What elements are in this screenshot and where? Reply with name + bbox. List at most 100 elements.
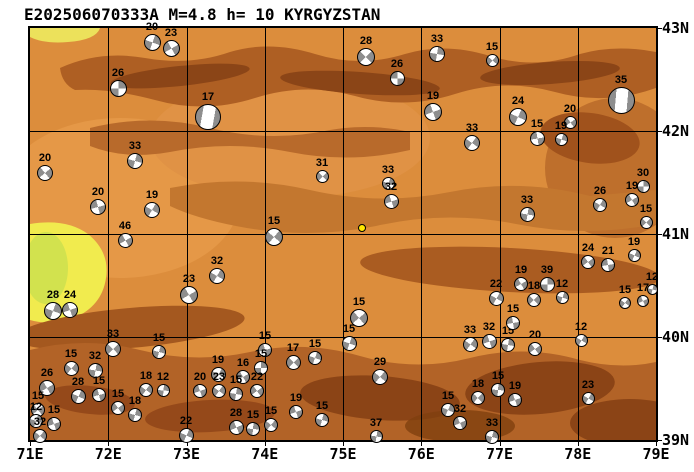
focal-mechanism-beachball — [143, 33, 161, 51]
focal-mechanism-beachball — [285, 354, 301, 370]
beachball-label: 35 — [614, 73, 628, 86]
focal-mechanism-beachball — [581, 255, 595, 269]
beachball-label: 22 — [489, 277, 503, 290]
focal-mechanism-beachball — [619, 297, 631, 309]
focal-mechanism-beachball — [529, 130, 545, 146]
focal-mechanism-beachball — [639, 215, 653, 229]
grid-line — [30, 234, 656, 235]
beachball-label: 33 — [381, 163, 395, 176]
beachball-label: 20 — [145, 20, 159, 33]
beachball-label: 28 — [359, 35, 373, 47]
focal-mechanism-beachball — [488, 290, 504, 306]
focal-mechanism-beachball — [501, 338, 515, 352]
beachball-label: 15 — [618, 284, 632, 296]
beachball-label: 29 — [373, 356, 387, 368]
beachball-label: 26 — [40, 367, 54, 379]
focal-mechanism-beachball — [481, 333, 497, 349]
beachball-label: 15 — [530, 117, 544, 130]
y-axis-label: 41N — [662, 225, 690, 243]
focal-mechanism-beachball — [424, 103, 442, 121]
focal-mechanism-beachball — [156, 383, 170, 397]
focal-mechanism-beachball — [246, 422, 260, 436]
focal-mechanism-beachball — [607, 86, 635, 114]
x-axis-label: 72E — [94, 445, 122, 463]
focal-mechanism-beachball — [33, 429, 47, 443]
beachball-label: 19 — [289, 392, 303, 404]
focal-mechanism-beachball — [209, 268, 225, 284]
beachball-label: 24 — [581, 242, 595, 254]
beachball-label: 15 — [308, 338, 322, 350]
beachball-label: 28 — [71, 375, 85, 388]
beachball-label: 15 — [254, 348, 268, 360]
beachball-label: 19 — [554, 119, 568, 132]
focal-mechanism-beachball — [111, 401, 125, 415]
beachball-label: 18 — [527, 280, 541, 292]
beachball-label: 32 — [33, 416, 47, 428]
beachball-label: 26 — [390, 57, 404, 70]
focal-mechanism-beachball — [464, 135, 480, 151]
beachball-label: 31 — [315, 156, 329, 169]
focal-mechanism-beachball — [117, 232, 133, 248]
axis-tick — [658, 131, 662, 132]
beachball-label: 15 — [352, 296, 366, 308]
beachball-label: 20 — [528, 329, 542, 341]
beachball-label: 26 — [111, 66, 125, 79]
focal-mechanism-beachball — [369, 429, 383, 443]
focal-mechanism-beachball — [289, 405, 303, 419]
axis-tick — [658, 28, 662, 29]
focal-mechanism-beachball — [372, 369, 388, 385]
axis-tick — [656, 442, 657, 446]
beachball-label: 17 — [201, 91, 215, 103]
beachball-label: 33 — [430, 33, 444, 45]
map-area: 20 23 26 17 28 26 33 15 19 24 20 35 33 15 19 20 33 20 19 46… — [28, 21, 659, 444]
beachball-label: 28 — [46, 289, 60, 301]
focal-mechanism-beachball — [581, 391, 595, 405]
focal-mechanism-beachball — [265, 228, 283, 246]
focal-mechanism-beachball — [528, 342, 542, 356]
grid-line — [30, 131, 656, 132]
beachball-label: 15 — [92, 375, 106, 387]
beachball-label: 18 — [471, 378, 485, 390]
beachball-label: 15 — [315, 400, 329, 412]
focal-mechanism-beachball — [315, 413, 329, 427]
focal-mechanism-beachball — [236, 370, 250, 384]
beachball-label: 23 — [581, 378, 595, 391]
beachball-label: 12 — [645, 270, 659, 283]
focal-mechanism-beachball — [554, 132, 568, 146]
focal-mechanism-beachball — [625, 193, 639, 207]
beachball-label: 17 — [286, 341, 300, 354]
focal-mechanism-beachball — [193, 384, 207, 398]
beachball-label: 15 — [31, 390, 45, 402]
focal-mechanism-beachball — [39, 380, 55, 396]
focal-mechanism-beachball — [44, 302, 62, 320]
beachball-label: 33 — [106, 328, 120, 340]
beachball-label: 39 — [540, 263, 554, 276]
focal-mechanism-beachball — [627, 248, 641, 262]
focal-mechanism-beachball — [228, 419, 244, 435]
focal-mechanism-beachball — [357, 48, 375, 66]
beachball-label: 32 — [384, 180, 398, 193]
beachball-label: 46 — [118, 219, 132, 232]
focal-mechanism-beachball — [539, 276, 555, 292]
beachball-layer: 20 23 26 17 28 26 33 15 19 24 20 35 33 15 19 20 33 20 19 46… — [29, 21, 659, 444]
focal-mechanism-beachball — [593, 198, 607, 212]
focal-mechanism-beachball — [636, 179, 650, 193]
focal-mechanism-beachball — [453, 416, 467, 430]
focal-mechanism-beachball — [92, 388, 106, 402]
beachball-label: 32 — [210, 255, 224, 267]
focal-mechanism-beachball — [471, 391, 485, 405]
focal-mechanism-beachball — [180, 286, 198, 304]
beachball-label: 15 — [506, 303, 520, 315]
beachball-label: 15 — [152, 332, 166, 344]
beachball-label: 18 — [128, 395, 142, 407]
beachball-label: 15 — [342, 322, 356, 335]
focal-mechanism-beachball — [429, 46, 445, 62]
beachball-label: 32 — [88, 349, 102, 362]
beachball-label: 24 — [511, 95, 525, 107]
beachball-label: 15 — [64, 347, 78, 360]
focal-mechanism-beachball — [637, 295, 649, 307]
y-axis-label: 39N — [662, 431, 690, 449]
focal-mechanism-beachball — [341, 335, 357, 351]
focal-mechanism-beachball — [144, 202, 160, 218]
focal-mechanism-beachball — [178, 427, 194, 443]
